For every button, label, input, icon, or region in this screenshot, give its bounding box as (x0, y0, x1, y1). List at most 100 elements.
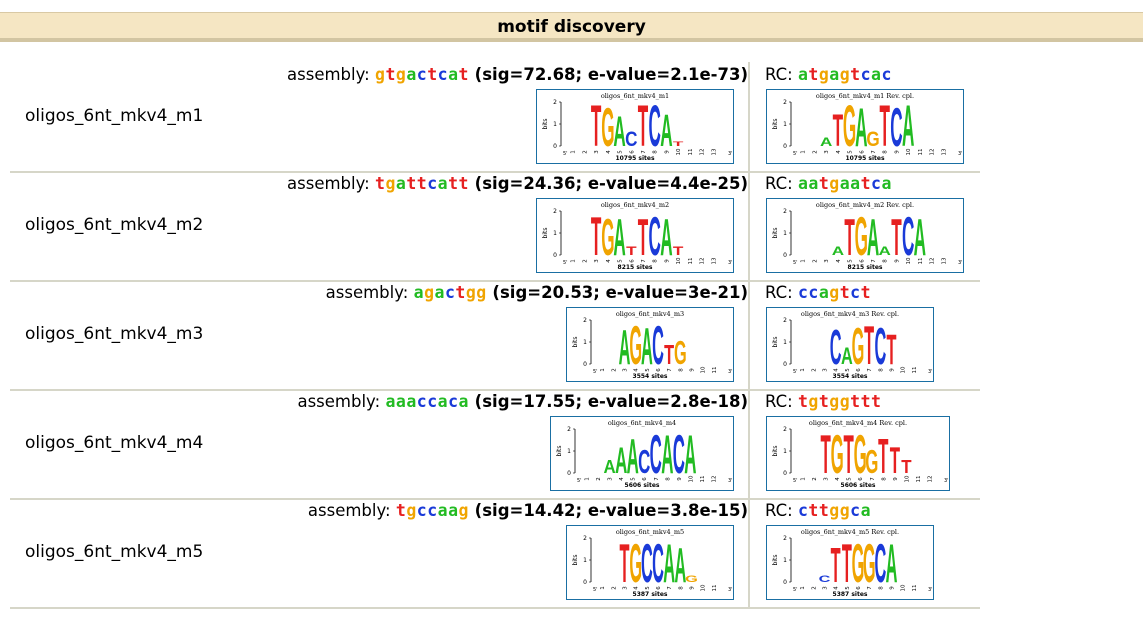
sequence-letter: a (818, 283, 830, 302)
logo-letter-C: C (874, 318, 886, 376)
rc-motif-logo[interactable]: oligos_6nt_mkv4_m1 Rev. cpl. 2 1 0 bits 1 2 3 4 5… (766, 89, 964, 164)
motif-logo[interactable]: oligos_6nt_mkv4_m2 2 1 0 bits 1 2 3 4 5 6 7 8 9 10 11 12… (536, 198, 734, 273)
motif-name: oligos_6nt_mkv4_m4 (25, 433, 204, 453)
logo-y-tick: 2 (783, 208, 787, 215)
motif-logo[interactable]: oligos_6nt_mkv4_m5 2 1 0 bits 1 2 3 4 5 6 7 8 9 10 11 5'… (566, 525, 734, 600)
logo-x-tick: 6 (629, 150, 635, 154)
logo-x-tick: 2 (582, 150, 588, 154)
motif-stats: (sig=14.42; e-value=3.8e-15) (468, 501, 748, 520)
logo-letter-C: C (649, 205, 661, 267)
sequence-letter: t (850, 392, 861, 411)
logo-x-tick: 3 (823, 586, 829, 590)
logo-x-tick: 5 (845, 368, 851, 372)
logo-3prime: 3' (928, 369, 933, 375)
logo-letter-G: G (601, 96, 614, 158)
logo-x-tick: 11 (912, 585, 918, 592)
logo-x-tick: 10 (906, 257, 912, 264)
assembly-sequence: gtgactcat (375, 65, 469, 84)
sequence-letter: t (850, 65, 861, 84)
logo-title: oligos_6nt_mkv4_m4 Rev. cpl. (809, 419, 907, 427)
sequence-letter: c (427, 392, 438, 411)
logo-letter-G: G (865, 443, 878, 481)
logo-letter-A: A (841, 343, 853, 370)
motif-logo[interactable]: oligos_6nt_mkv4_m4 2 1 0 bits 1 2 3 4 5 6 7 8 9 10 11 12… (550, 416, 734, 491)
logo-x-tick: 7 (867, 368, 873, 372)
logo-letter-G: G (852, 532, 865, 594)
logo-y-tick: 2 (583, 535, 587, 542)
logo-x-tick: 4 (606, 259, 612, 263)
rc-motif-logo[interactable]: oligos_6nt_mkv4_m2 Rev. cpl. 2 1 0 bits 1 2 3 4 5… (766, 198, 964, 273)
logo-title: oligos_6nt_mkv4_m5 (616, 528, 684, 536)
logo-y-label: bits (572, 337, 579, 348)
rc-line: RC: tgtggttt (765, 392, 881, 411)
sequence-letter: t (427, 65, 438, 84)
logo-x-tick: 1 (600, 586, 606, 590)
section-header: motif discovery (0, 12, 1143, 42)
logo-letter-G: G (674, 333, 687, 371)
sequence-letter: a (881, 174, 892, 193)
sequence-letter: a (871, 65, 882, 84)
logo-x-tick: 8 (881, 477, 887, 481)
logo-letter-C: C (830, 320, 842, 375)
logo-x-tick: 6 (859, 259, 865, 263)
logo-sites: 8215 sites (618, 264, 653, 271)
motif-name: oligos_6nt_mkv4_m5 (25, 542, 204, 562)
sequence-letter: t (385, 65, 396, 84)
logo-x-tick: 1 (571, 259, 577, 263)
assembly-label: assembly: (287, 65, 375, 84)
sequence-letter: t (458, 65, 469, 84)
logo-x-tick: 9 (690, 586, 696, 590)
logo-x-tick: 2 (812, 259, 818, 263)
logo-x-tick: 3 (824, 259, 830, 263)
logo-letter-G: G (685, 574, 698, 584)
logo-x-tick: 2 (811, 368, 817, 372)
sequence-letter: t (818, 501, 830, 520)
logo-x-tick: 9 (894, 150, 900, 154)
rc-label: RC: (765, 65, 798, 84)
logo-x-tick: 8 (678, 368, 684, 372)
rc-line: RC: ccagtct (765, 283, 871, 302)
logo-y-tick: 2 (783, 99, 787, 106)
logo-5prime: 5' (563, 260, 568, 266)
logo-x-tick: 9 (890, 368, 896, 372)
assembly-line: assembly: gtgactcat (sig=72.68; e-value=… (287, 65, 748, 84)
logo-sites: 5606 sites (841, 482, 876, 489)
logo-y-tick: 0 (567, 470, 571, 477)
sequence-letter: g (476, 283, 487, 302)
logo-letter-G: G (629, 532, 642, 594)
logo-letter-C: C (649, 94, 661, 159)
sequence-letter: a (437, 501, 449, 520)
logo-5prime: 5' (593, 587, 598, 593)
logo-y-tick: 0 (783, 470, 787, 477)
rc-motif-logo[interactable]: oligos_6nt_mkv4_m5 Rev. cpl. 2 1 0 bits 1 2 3 4 5… (766, 525, 934, 600)
logo-x-tick: 6 (656, 368, 662, 372)
rc-sequence: aatgaatca (798, 174, 892, 193)
logo-letter-T: T (673, 245, 683, 258)
motif-logo[interactable]: oligos_6nt_mkv4_m1 2 1 0 bits 1 2 3 4 5 6 7 8 9 10 11 12… (536, 89, 734, 164)
logo-x-tick: 12 (927, 476, 933, 483)
logo-x-tick: 10 (676, 257, 682, 264)
logo-5prime: 5' (577, 478, 582, 484)
logo-x-tick: 9 (890, 586, 896, 590)
logo-y-tick: 1 (553, 230, 557, 237)
logo-letter-G: G (854, 423, 867, 485)
logo-y-tick: 0 (553, 252, 557, 259)
logo-sites: 10795 sites (845, 155, 885, 162)
logo-x-tick: 12 (930, 149, 936, 156)
sequence-letter: t (871, 392, 882, 411)
sequence-letter: a (839, 174, 851, 193)
logo-title: oligos_6nt_mkv4_m1 Rev. cpl. (816, 92, 914, 100)
logo-letter-A: A (627, 429, 639, 484)
rc-motif-logo[interactable]: oligos_6nt_mkv4_m4 Rev. cpl. 2 1 0 bits 1 2 3 4 5… (766, 416, 950, 491)
logo-x-tick: 9 (664, 150, 670, 154)
motif-row: oligos_6nt_mkv4_m5 assembly: tgccaag (sig… (10, 498, 980, 609)
logo-letter-T: T (591, 205, 602, 267)
logo-x-tick: 5 (848, 150, 854, 154)
logo-3prime: 3' (728, 587, 733, 593)
logo-x-tick: 11 (712, 367, 718, 374)
sequence-letter: c (448, 392, 459, 411)
logo-y-tick: 0 (783, 361, 787, 368)
motif-logo[interactable]: oligos_6nt_mkv4_m3 2 1 0 bits 1 2 3 4 5 6 7 8 9 10 11 5'… (566, 307, 734, 382)
rc-motif-logo[interactable]: oligos_6nt_mkv4_m3 Rev. cpl. 2 1 0 bits 1 2 3 4 5… (766, 307, 934, 382)
logo-letter-A: A (914, 209, 926, 267)
